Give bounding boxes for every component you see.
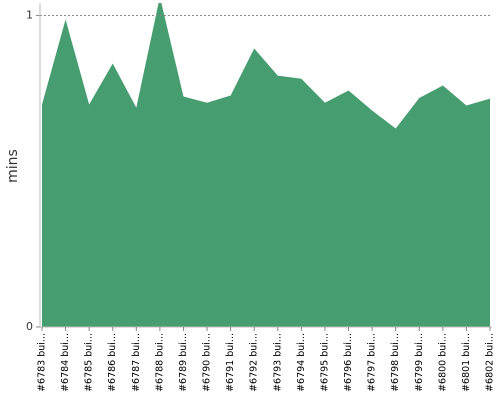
x-tick-label: #6786 bui... — [107, 333, 118, 392]
plot-area — [42, 3, 490, 327]
x-tick-label: #6787 bui... — [131, 333, 142, 392]
x-tick-label: #6797 bui... — [367, 333, 378, 392]
x-tick-label: #6783 bui... — [37, 333, 48, 392]
x-tick-label: #6793 bui... — [272, 333, 283, 392]
x-tick-label: #6794 bui... — [296, 333, 307, 392]
x-tick-label: #6785 bui... — [84, 333, 95, 392]
x-tick-label: #6798 bui... — [390, 333, 401, 392]
x-tick-label: #6792 bui... — [249, 333, 260, 392]
y-tick-label: 1 — [26, 8, 33, 21]
x-tick-label: #6801 bui... — [461, 333, 472, 392]
x-tick-label: #6788 bui... — [154, 333, 165, 392]
area — [42, 3, 490, 327]
x-tick-label: #6800 bui... — [437, 333, 448, 392]
x-tick-label: #6784 bui... — [60, 333, 71, 392]
x-tick-label: #6796 bui... — [343, 333, 354, 392]
y-tick-label: 0 — [26, 320, 33, 333]
x-tick-label: #6790 bui... — [202, 333, 213, 392]
x-tick-label: #6791 bui... — [225, 333, 236, 392]
y-axis-label: mins — [5, 149, 21, 183]
x-tick-label: #6795 bui... — [319, 333, 330, 392]
x-tick-label: #6802 bui... — [485, 333, 496, 392]
x-tick-label: #6789 bui... — [178, 333, 189, 392]
x-tick-label: #6799 bui... — [414, 333, 425, 392]
